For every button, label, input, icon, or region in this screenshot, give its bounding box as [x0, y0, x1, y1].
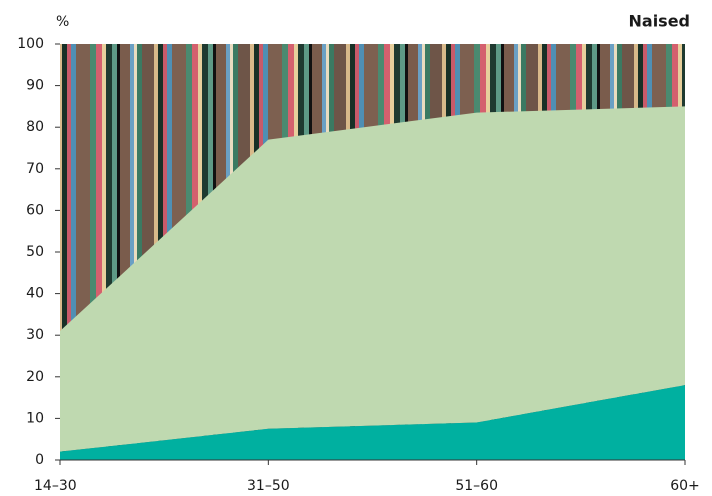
y-tick-label: 0: [35, 452, 44, 468]
y-tick-label: 50: [26, 244, 44, 260]
y-tick-label: 20: [26, 369, 44, 385]
y-tick-label: 100: [17, 36, 44, 52]
y-tick-label: 90: [26, 78, 44, 94]
y-tick-label: 60: [26, 202, 44, 218]
y-tick-label: 40: [26, 286, 44, 302]
area: [60, 385, 685, 460]
y-tick-label: 70: [26, 161, 44, 177]
y-tick-label: 30: [26, 327, 44, 343]
y-axis-label: %: [56, 14, 69, 30]
x-tick-label: 51–60: [455, 478, 498, 494]
y-tick-label: 80: [26, 119, 44, 135]
chart-title: Naised: [629, 12, 691, 31]
area: [60, 106, 685, 452]
x-tick-label: 14–30: [34, 478, 77, 494]
y-tick-label: 10: [26, 410, 44, 426]
x-tick-label: 31–50: [247, 478, 290, 494]
x-tick-label: 60+: [670, 478, 700, 494]
